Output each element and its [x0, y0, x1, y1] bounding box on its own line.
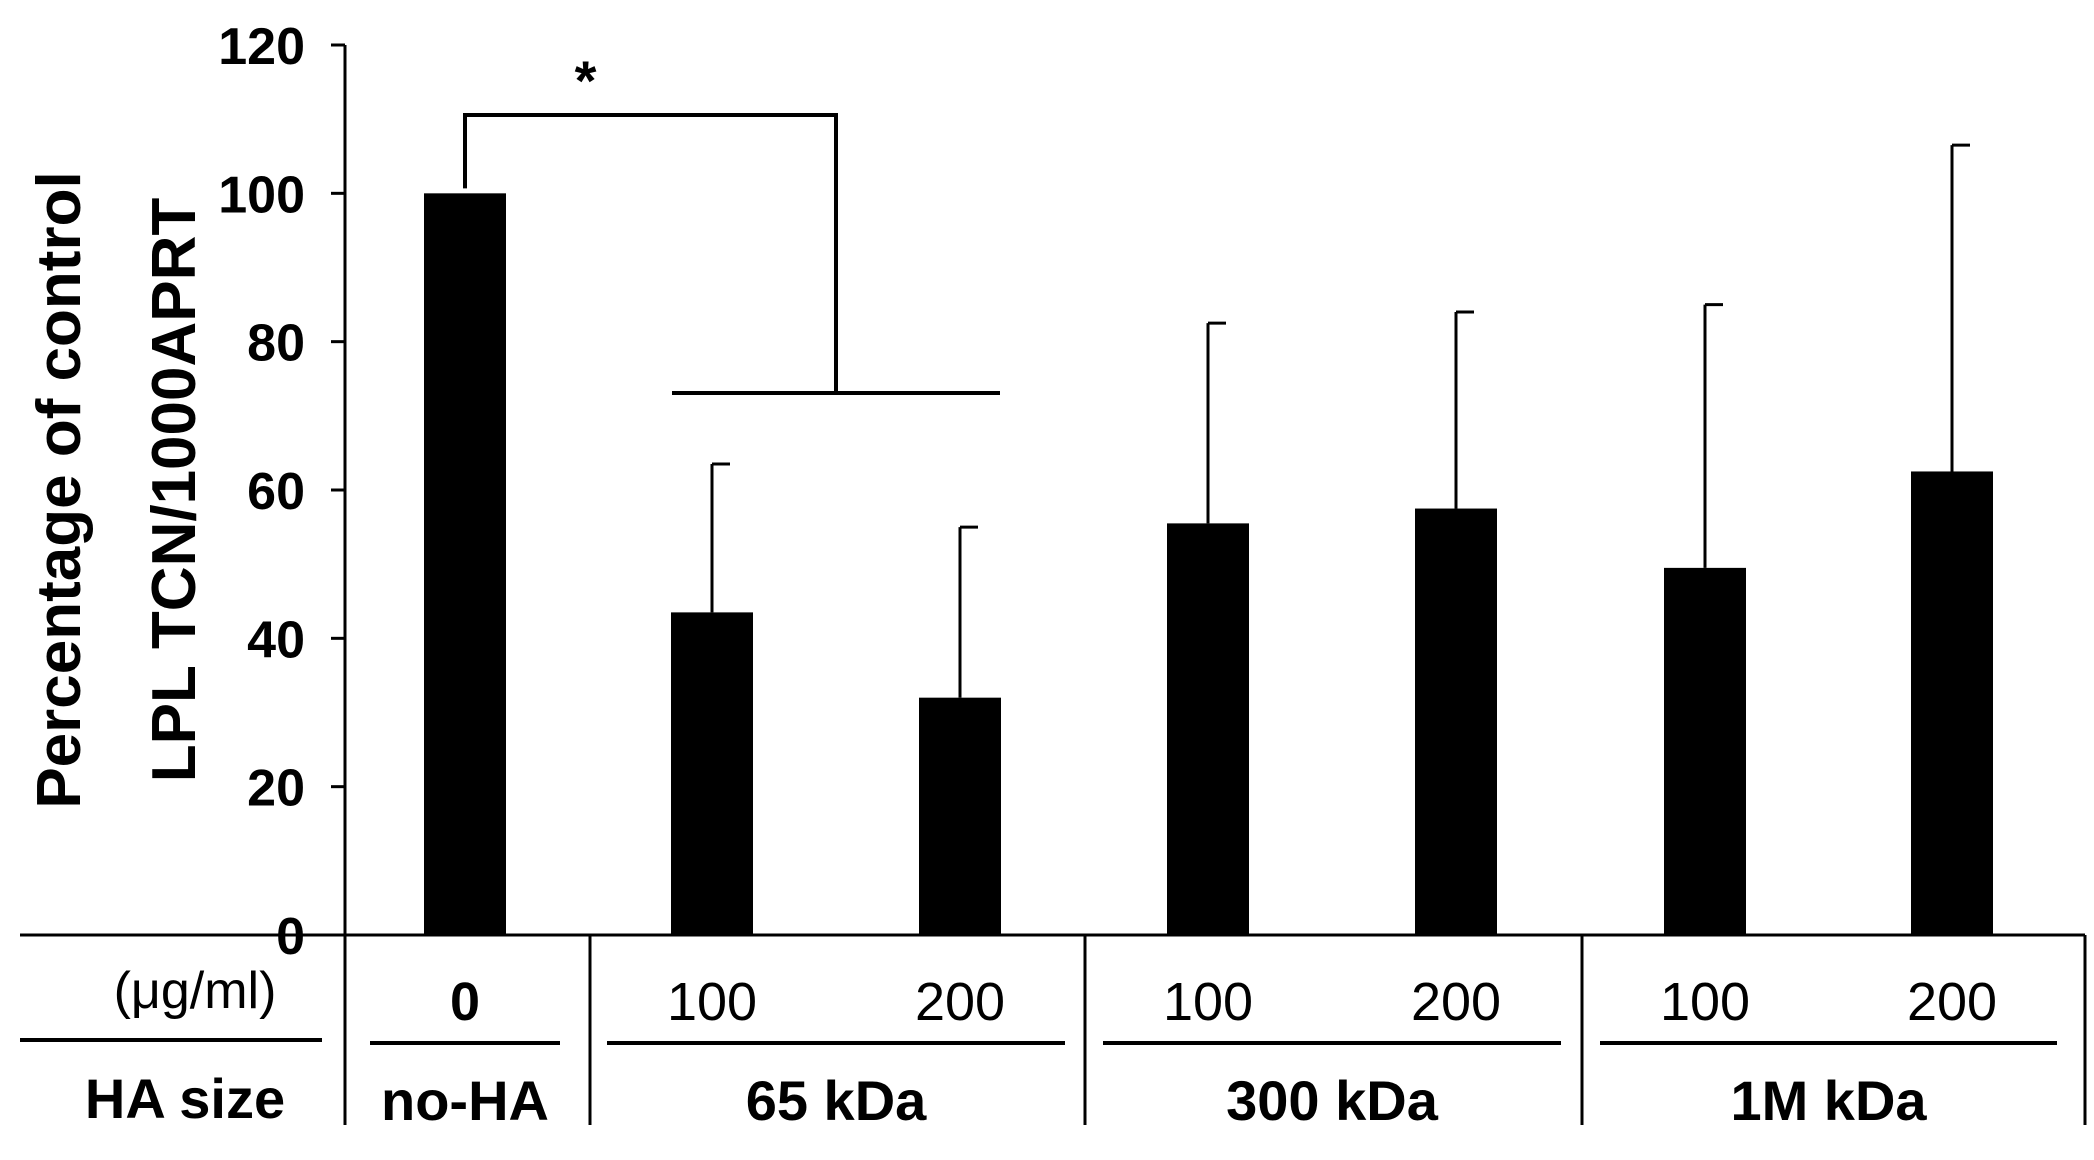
- y-tick-label: 20: [247, 760, 305, 818]
- dose-label: 100: [1163, 972, 1253, 1032]
- y-tick-label: 80: [247, 315, 305, 373]
- dose-label: 200: [1907, 972, 1997, 1032]
- dose-labels: 0 100 200 100 200 100 200: [450, 972, 1997, 1032]
- dose-row-label: (μg/ml): [114, 962, 277, 1020]
- dose-label: 200: [1411, 972, 1501, 1032]
- y-tick-label: 100: [218, 166, 305, 224]
- bar: [1167, 523, 1249, 935]
- bars-group: [424, 193, 1993, 936]
- y-tick-label: 0: [276, 908, 305, 966]
- bar: [1415, 508, 1497, 935]
- y-tick-label: 60: [247, 463, 305, 521]
- error-bars-group: [710, 143, 1970, 698]
- y-ticks: 0 20 40 60 80 100 120: [218, 18, 345, 966]
- bar: [671, 612, 753, 935]
- dose-label: 200: [915, 972, 1005, 1032]
- bar: [1664, 567, 1746, 935]
- group-label: 1M kDa: [1730, 1069, 1927, 1132]
- bar: [919, 697, 1001, 935]
- group-label: 300 kDa: [1226, 1069, 1439, 1132]
- group-labels: no-HA 65 kDa 300 kDa 1M kDa: [370, 1041, 2057, 1132]
- group-dividers: [343, 935, 2087, 1125]
- size-row-label: HA size: [85, 1067, 285, 1130]
- category-table: (μg/ml) HA size 0 100 200 100 200 100 200 no-H…: [20, 935, 2087, 1132]
- significance-bracket-line: [463, 113, 1000, 395]
- bar: [424, 193, 506, 936]
- y-axis-title-line2: LPL TCN/1000APRT: [140, 198, 209, 783]
- significance-bracket: *: [463, 49, 1000, 395]
- dose-label: 0: [450, 972, 480, 1032]
- group-label: 65 kDa: [746, 1069, 927, 1132]
- y-axis-title-line1: Percentage of control: [25, 171, 94, 808]
- y-tick-label: 120: [218, 18, 305, 76]
- dose-label: 100: [1660, 972, 1750, 1032]
- bar: [1911, 471, 1993, 935]
- group-label: no-HA: [381, 1069, 549, 1132]
- y-tick-label: 40: [247, 611, 305, 669]
- significance-star: *: [575, 49, 597, 112]
- dose-label: 100: [667, 972, 757, 1032]
